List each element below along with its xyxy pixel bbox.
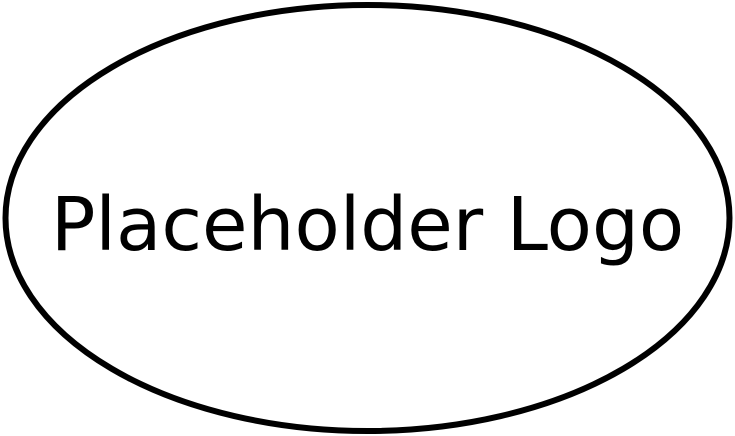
logo-text: Placeholder Logo: [50, 182, 685, 268]
logo-canvas: Placeholder Logo: [2, 2, 733, 434]
logo-ellipse-shape: [2, 2, 733, 434]
logo-ellipse-outline: [2, 2, 733, 434]
